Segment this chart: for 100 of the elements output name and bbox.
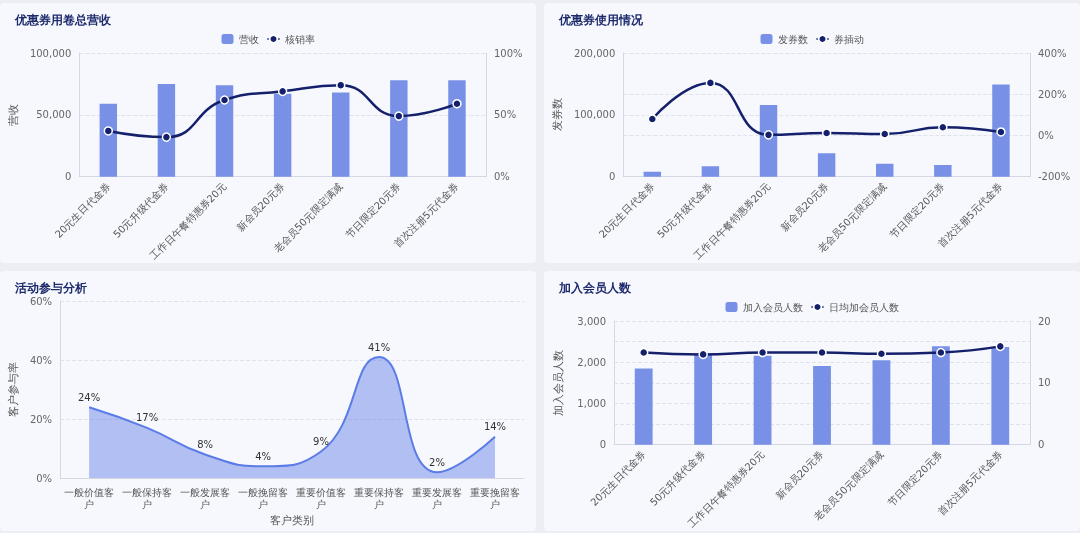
legend-label: 加入会员人数 <box>742 301 803 313</box>
bar <box>759 104 778 177</box>
bar <box>991 346 1010 445</box>
point <box>876 349 887 359</box>
point <box>452 98 462 109</box>
data-label: 14% <box>483 421 507 433</box>
bar <box>390 80 408 177</box>
bar <box>332 92 350 177</box>
y-tick-label: 100,000 <box>573 109 616 121</box>
point <box>394 111 404 121</box>
x-tick-label: 新会员20元券 <box>773 448 826 501</box>
y-axis-title: 发券数 <box>551 98 564 132</box>
y2-tick-label: 100% <box>494 47 523 59</box>
bar <box>634 368 653 445</box>
y2-tick-label: 400% <box>1038 47 1067 59</box>
bar <box>643 171 662 177</box>
bar <box>99 103 118 177</box>
bar <box>934 164 952 177</box>
point <box>995 341 1006 352</box>
y2-tick-label: -200% <box>1038 171 1071 183</box>
y2-tick-label: 50% <box>494 109 517 121</box>
bar <box>753 355 772 445</box>
point <box>757 347 768 358</box>
legend-label: 营收 <box>238 33 259 45</box>
x-tick-label: 一般保持客户 <box>122 486 173 510</box>
bar <box>813 365 831 445</box>
bar <box>931 346 950 445</box>
bar <box>872 360 891 445</box>
bar <box>694 354 713 445</box>
y2-tick-label: 0% <box>1038 129 1054 141</box>
x-tick-label: 新会员20元券 <box>234 180 287 233</box>
data-label: 17% <box>135 412 159 424</box>
data-label: 4% <box>255 450 272 462</box>
data-label: 41% <box>367 341 391 353</box>
point <box>647 114 658 124</box>
legend-label: 券插动 <box>833 33 864 45</box>
chart-title: 优惠券用卷总营收 <box>14 13 112 27</box>
point <box>335 80 346 90</box>
x-tick-label: 新会员20元券 <box>778 180 831 233</box>
legend-label: 发券数 <box>777 33 808 45</box>
legend-label: 日均加会员人数 <box>828 301 899 313</box>
y2-tick-label: 20 <box>1038 315 1051 327</box>
x-tick-label: 一般发展客户 <box>180 486 231 510</box>
chart-title: 活动参与分析 <box>14 281 87 295</box>
point <box>938 122 948 132</box>
point <box>103 126 114 136</box>
chart-title: 加入会员人数 <box>558 281 632 295</box>
x-tick-label: 重要价值客户 <box>296 486 347 510</box>
point <box>277 86 288 97</box>
point <box>698 349 708 360</box>
bar <box>448 80 466 177</box>
chart-title: 优惠券使用情况 <box>558 13 644 27</box>
y2-tick-label: 0% <box>494 171 510 183</box>
point <box>817 347 827 358</box>
point <box>879 129 890 139</box>
y-tick-label: 40% <box>29 354 53 366</box>
x-tick-label: 一般挽留客户 <box>238 486 289 510</box>
data-label: 9% <box>313 436 329 448</box>
bar <box>273 93 292 177</box>
y-tick-label: 0 <box>599 439 606 451</box>
x-tick-label: 20元生日代金券 <box>597 180 657 241</box>
y-tick-label: 20% <box>29 413 53 425</box>
y2-tick-label: 10 <box>1038 377 1051 389</box>
y-axis-title: 营收 <box>7 103 20 126</box>
x-tick-label: 一般价值客户 <box>64 486 115 510</box>
y-tick-label: 60% <box>29 295 53 307</box>
bar <box>817 153 836 177</box>
point <box>161 132 172 142</box>
y-tick-label: 1,000 <box>577 397 606 409</box>
bar <box>215 85 234 177</box>
bar <box>157 83 176 177</box>
y-tick-label: 2,000 <box>577 356 606 368</box>
y-tick-label: 3,000 <box>577 315 606 327</box>
x-tick-label: 20元生日代金券 <box>588 448 648 509</box>
y-tick-label: 50,000 <box>36 109 72 121</box>
data-label: 2% <box>429 456 445 468</box>
y2-tick-label: 0 <box>1038 439 1045 451</box>
y-tick-label: 200,000 <box>573 47 616 59</box>
y-tick-label: 0 <box>608 171 616 183</box>
bar <box>876 163 894 177</box>
point <box>219 95 230 105</box>
data-label: 24% <box>78 391 101 403</box>
y-axis-title: 加入会员人数 <box>552 349 565 416</box>
point <box>705 78 716 88</box>
point <box>821 128 832 138</box>
y-axis-title: 客户参与率 <box>7 362 20 418</box>
x-tick-label: 重要发展客户 <box>412 486 463 510</box>
data-label: 8% <box>197 438 214 450</box>
x-tick-label: 重要保持客户 <box>354 486 405 510</box>
x-axis-title: 客户类别 <box>270 514 315 527</box>
bar <box>992 84 1010 177</box>
legend-label: 核销率 <box>283 33 315 45</box>
point <box>638 347 649 358</box>
y-tick-label: 100,000 <box>29 47 72 59</box>
x-tick-label: 重要挽留客户 <box>470 486 521 510</box>
point <box>936 347 946 358</box>
y-tick-label: 0% <box>36 472 53 484</box>
point <box>763 130 774 140</box>
y-tick-label: 0 <box>64 171 72 183</box>
y2-tick-label: 200% <box>1038 88 1067 100</box>
